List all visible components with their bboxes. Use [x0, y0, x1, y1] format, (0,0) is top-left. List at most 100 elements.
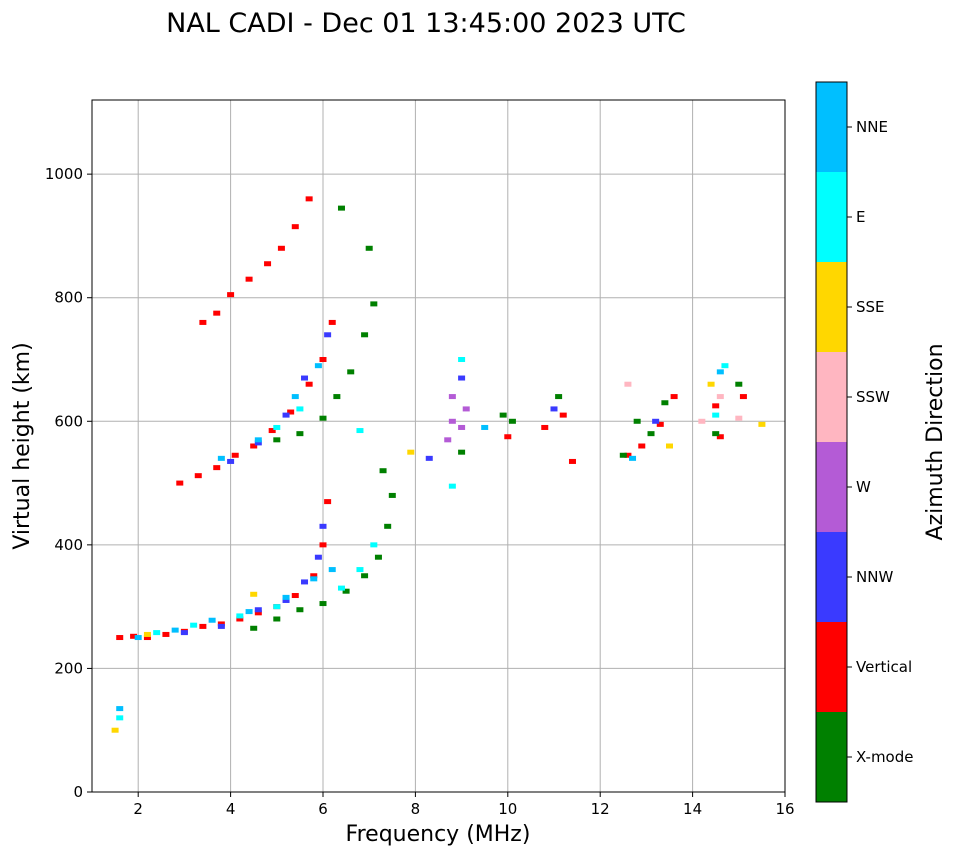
data-point-x-mode [384, 523, 392, 529]
data-point-vertical [305, 196, 313, 202]
data-point-nne [217, 455, 225, 461]
data-point-nnw [458, 375, 466, 381]
data-point-vertical [143, 635, 151, 641]
y-tick-label: 1000 [45, 165, 83, 183]
grid-lines [92, 100, 785, 792]
data-point-vertical [670, 394, 678, 400]
y-tick-label: 200 [54, 659, 83, 677]
x-tick-label: 14 [683, 800, 702, 818]
data-point-x-mode [342, 588, 350, 594]
data-point-vertical [559, 412, 567, 418]
data-point-vertical [541, 424, 549, 430]
data-point-vertical [264, 261, 272, 267]
data-point-x-mode [735, 381, 743, 387]
data-point-x-mode [296, 431, 304, 437]
data-point-nne [310, 576, 318, 582]
data-point-nne [481, 424, 489, 430]
data-point-x-mode [361, 573, 369, 579]
y-tick-label: 600 [54, 412, 83, 430]
colorbar-frame [815, 81, 848, 803]
data-point-nnw [314, 554, 322, 560]
colorbar-tick-label: SSE [856, 298, 885, 316]
data-point-e [356, 428, 364, 434]
data-point-nne [328, 567, 336, 573]
data-point-vertical [227, 292, 235, 298]
x-tick-label: 8 [411, 800, 421, 818]
plot-frame [91, 99, 786, 793]
data-point-x-mode [647, 431, 655, 437]
data-point-e [356, 567, 364, 573]
data-point-vertical [199, 623, 207, 629]
data-point-nnw [282, 412, 290, 418]
data-point-nne [314, 363, 322, 369]
data-point-x-mode [458, 449, 466, 455]
data-point-vertical [712, 403, 720, 409]
data-point-w [448, 394, 456, 400]
x-tick-label: 10 [498, 800, 517, 818]
data-point-nnw [301, 375, 309, 381]
data-point-vertical [250, 443, 258, 449]
data-point-x-mode [361, 332, 369, 338]
data-point-vertical [162, 631, 170, 637]
data-point-nne [171, 627, 179, 633]
data-point-vertical [268, 428, 276, 434]
colorbar-tick-label: Vertical [856, 658, 912, 676]
data-point-sse [250, 591, 258, 597]
data-point-nne [245, 609, 253, 615]
data-point-vertical [176, 480, 184, 486]
colorbar-segment [816, 82, 847, 172]
chart-title: NAL CADI - Dec 01 13:45:00 2023 UTC [166, 8, 686, 39]
y-tick-label: 800 [54, 289, 83, 307]
data-point-nne [716, 369, 724, 375]
data-point-sse [707, 381, 715, 387]
y-axis: 0 200 400 600 800 1000 [45, 165, 92, 801]
data-point-ssw [735, 415, 743, 421]
data-point-vertical [319, 357, 327, 362]
data-point-nnw [227, 458, 235, 464]
data-point-vertical [116, 635, 124, 641]
data-point-sse [407, 449, 415, 455]
colorbar-tick-label: E [856, 208, 865, 226]
data-point-vertical [739, 394, 747, 400]
data-point-e [273, 604, 281, 610]
x-tick-label: 2 [133, 800, 143, 818]
colorbar-segment [816, 622, 847, 712]
data-point-vertical [277, 245, 285, 251]
data-point-ssw [624, 381, 632, 387]
data-point-sse [143, 631, 151, 637]
data-point-x-mode [633, 418, 641, 424]
data-point-vertical [236, 616, 244, 622]
data-point-nnw [319, 523, 327, 529]
data-point-x-mode [379, 468, 387, 474]
data-point-vertical [568, 458, 576, 464]
data-point-vertical [213, 465, 221, 471]
data-point-vertical [310, 573, 318, 579]
data-point-x-mode [365, 245, 373, 251]
x-tick-label: 4 [226, 800, 236, 818]
x-axis-label: Frequency (MHz) [346, 822, 531, 847]
data-point-x-mode [319, 601, 327, 607]
data-point-w [458, 424, 466, 430]
data-point-x-mode [661, 400, 669, 406]
data-point-e [190, 622, 198, 628]
data-point-x-mode [250, 625, 258, 631]
data-point-nnw [282, 597, 290, 603]
data-point-x-mode [347, 369, 355, 375]
colorbar-segment [816, 532, 847, 622]
colorbar-tick-label: W [856, 478, 871, 496]
data-point-e [458, 357, 466, 362]
data-point-vertical [291, 224, 299, 230]
x-tick-label: 6 [318, 800, 328, 818]
data-point-nnw [254, 440, 262, 446]
colorbar-segment [816, 352, 847, 442]
data-point-e [116, 715, 124, 721]
data-point-nnw [180, 630, 188, 636]
y-tick-label: 0 [73, 783, 83, 801]
data-point-e [337, 585, 345, 591]
data-point-x-mode [374, 554, 382, 560]
data-point-vertical [638, 443, 646, 449]
data-point-w [448, 418, 456, 424]
data-point-x-mode [337, 205, 345, 211]
data-point-nne [282, 594, 290, 600]
data-point-nne [291, 394, 299, 400]
